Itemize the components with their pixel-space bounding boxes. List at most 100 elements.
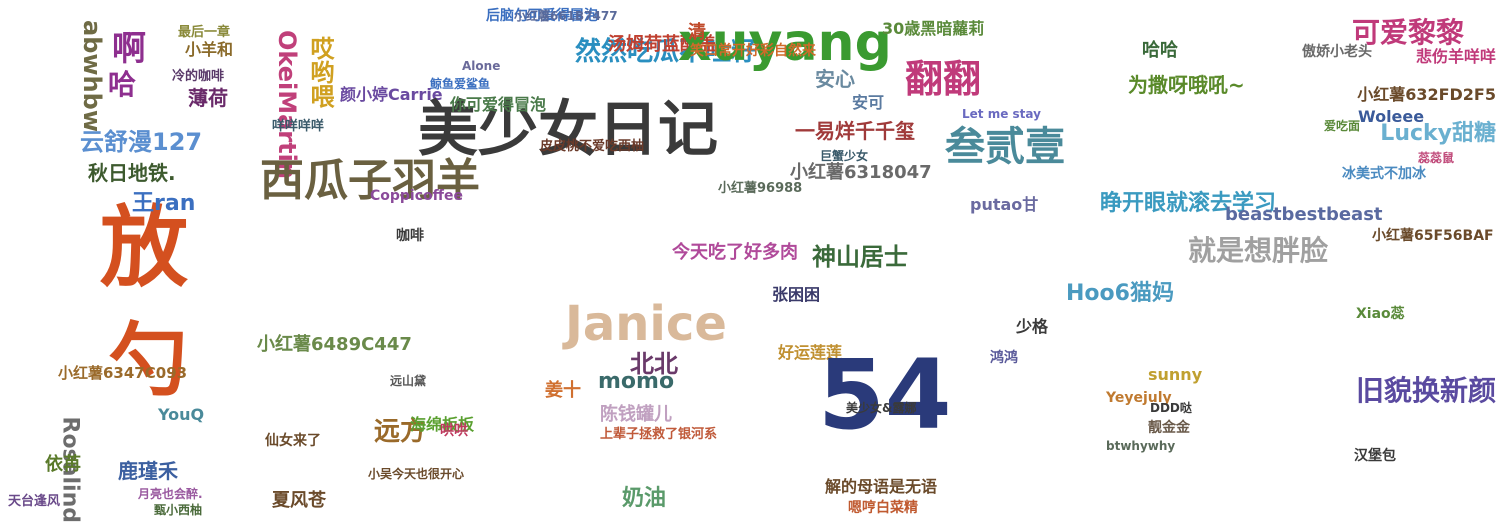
word: 哈 <box>108 68 136 101</box>
word: 北北 <box>630 350 678 378</box>
word: 翻翻 <box>905 57 981 101</box>
word: Woleee <box>1358 107 1424 126</box>
word: 甄小西柚 <box>154 502 202 517</box>
word: 天台逢风 <box>8 493 60 509</box>
word: 鹿瑾禾 <box>118 459 178 483</box>
word: 汤姆荷蓝酷盖 <box>608 33 716 55</box>
word: 哎哟喂 <box>306 36 334 109</box>
word: 海绵板板 <box>410 415 475 434</box>
word: Lucky甜糖 <box>1380 120 1496 146</box>
word: 为撒呀哦吼~ <box>1128 73 1245 97</box>
word: Alone <box>462 59 500 73</box>
word: 冷的咖啡 <box>172 68 224 84</box>
word: 上辈子拯救了银河系 <box>600 426 717 442</box>
word: beastbestbeast <box>1225 204 1383 225</box>
word: 小红薯65F56BAF <box>1372 227 1494 244</box>
word: 鲸鱼爱鲨鱼 <box>430 76 490 91</box>
word: 好运莲莲 <box>777 343 842 362</box>
word: 哄哄 <box>440 423 468 439</box>
word: 美少女日记 <box>418 95 718 165</box>
word: YouQ <box>157 405 204 424</box>
word: 安心 <box>815 67 855 91</box>
word: 旧貌换新颜 <box>1356 374 1496 407</box>
word: 可爱黎黎 <box>1352 16 1464 49</box>
word: 美少女&露娜 <box>846 400 916 415</box>
word: 王ran <box>132 191 195 216</box>
word: 蕊蕊鼠 <box>1418 150 1454 165</box>
word: 傲娇小老头 <box>1302 43 1372 60</box>
word: 54 <box>818 339 952 451</box>
word: 哈哈 <box>1142 39 1178 61</box>
word: 奶油 <box>622 485 666 511</box>
word: 云舒漫127 <box>80 128 202 156</box>
word: 远方 <box>374 416 426 447</box>
word: Janice <box>562 296 727 352</box>
word: DDD哒 <box>1150 400 1193 415</box>
word: 巨蟹少女 <box>820 148 868 163</box>
word: 你可爱得冒泡 <box>449 95 546 114</box>
word: abwhbw <box>78 20 106 132</box>
word: 冰美式不加冰 <box>1342 165 1427 182</box>
word: 嗯哼白菜精 <box>848 499 918 516</box>
word: 远山黛 <box>390 373 426 388</box>
word: Let me stay <box>962 107 1041 121</box>
word: 小红薯6489C447 <box>257 333 412 355</box>
word: 皮皮桃不爱吃西柚 <box>539 138 644 154</box>
word: putao甘 <box>970 195 1038 214</box>
word: 今天吃了好多肉 <box>672 241 798 263</box>
word: 然然吃瓜不吐籽 <box>575 36 757 67</box>
word: 后脑勺可爱得冒泡 <box>486 7 598 24</box>
word: 啊 <box>112 29 146 69</box>
word: btwhywhy <box>1106 439 1175 453</box>
word: 张困困 <box>772 285 820 304</box>
word: 小羊和 <box>185 40 233 59</box>
word: 秋日地铁. <box>88 161 176 185</box>
word: 爱吃面 <box>1324 118 1360 133</box>
word: xuyang <box>678 13 892 73</box>
word: 少格 <box>1015 317 1049 336</box>
word: 解的母语是无语 <box>825 477 937 496</box>
word: 叁贰壹 <box>945 124 1065 170</box>
word: 颜小婷Carrie <box>340 85 443 104</box>
word: 安可 <box>852 93 884 112</box>
word: 就是想胖脸 <box>1188 234 1329 267</box>
word: 仙女来了 <box>265 432 321 449</box>
word: 汉堡包 <box>1354 447 1396 464</box>
word: 月亮也会醉. <box>137 486 203 501</box>
word: 鸿鸿 <box>990 349 1018 366</box>
word: 小红薯6318047 <box>790 161 932 183</box>
word: 小红薯6347C093 <box>58 364 187 382</box>
word: 小红薯96988 <box>718 180 802 196</box>
word: Hoo6猫妈 <box>1066 281 1174 306</box>
word: 勺 <box>108 314 188 407</box>
word: Xiao蕊 <box>1356 305 1405 322</box>
word: 最后一章 <box>178 24 230 40</box>
word: sunny <box>1148 365 1203 384</box>
word: 薄荷 <box>188 86 228 110</box>
word: 咖啡 <box>396 227 424 244</box>
word: Coppicoffee <box>370 188 463 204</box>
word: 悲伤羊咩咩 <box>1416 47 1496 66</box>
word: 小红薯632FD2F5 <box>1357 85 1496 104</box>
word: 30歳黑暗蘿莉 <box>882 19 984 38</box>
word: 靓金金 <box>1148 419 1191 436</box>
word: momo <box>598 369 674 394</box>
word: Rosalind <box>58 417 83 524</box>
word: 姜十 <box>545 379 581 401</box>
word: 神山居士 <box>812 243 908 271</box>
word: 睁开眼就滚去学习 <box>1100 190 1276 216</box>
word: 笑口常开好彩自然来 <box>690 42 817 59</box>
word: 依苒 <box>45 453 81 475</box>
word: OkeiMartin <box>273 30 301 179</box>
word: 夏风苍 <box>272 489 327 511</box>
word: 放 <box>100 196 188 299</box>
word: Yeyejuly <box>1105 390 1172 406</box>
word: 西瓜子羽羊 <box>260 155 480 206</box>
word: 咩咩咩咩 <box>272 118 324 134</box>
word: 小红薯661B7477 <box>514 8 618 23</box>
word: 小吴今天也很开心 <box>368 466 464 481</box>
word: 陈钱罐儿 <box>600 403 672 425</box>
word: 一易烊千千玺 <box>795 119 915 143</box>
word: 清 <box>688 22 706 43</box>
